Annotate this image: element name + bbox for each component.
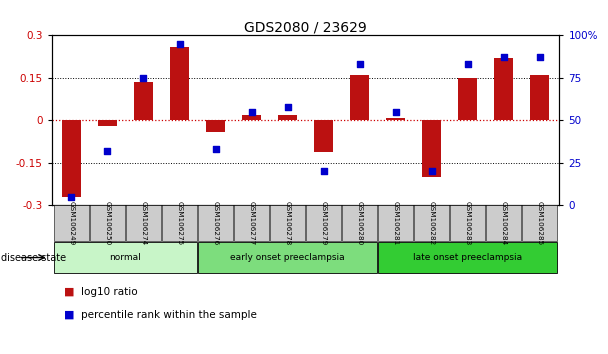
Text: GSM106277: GSM106277 [249,201,255,245]
FancyBboxPatch shape [271,205,305,241]
Point [139,75,148,81]
Text: GSM106249: GSM106249 [69,201,75,245]
Text: GSM106279: GSM106279 [320,201,326,245]
FancyBboxPatch shape [198,205,233,241]
Bar [350,75,370,120]
Text: GSM106274: GSM106274 [140,201,147,245]
Text: GSM106283: GSM106283 [465,201,471,245]
Text: GSM106284: GSM106284 [500,201,506,245]
Bar [61,120,81,197]
Text: GSM106276: GSM106276 [213,201,218,245]
FancyBboxPatch shape [198,242,376,273]
Point [210,147,220,152]
FancyBboxPatch shape [342,205,377,241]
Text: GSM106285: GSM106285 [536,201,542,245]
Point [283,104,292,110]
Bar [278,115,297,120]
Point [427,169,437,174]
Bar [530,75,550,120]
Text: ■: ■ [64,310,74,320]
Bar [421,120,441,177]
FancyBboxPatch shape [378,242,557,273]
Bar [385,118,406,120]
Point [247,109,257,115]
FancyBboxPatch shape [54,205,89,241]
Text: GSM106278: GSM106278 [285,201,291,245]
Text: normal: normal [109,253,142,262]
Bar [134,82,153,120]
FancyBboxPatch shape [90,205,125,241]
Text: ■: ■ [64,287,74,297]
Text: GSM106275: GSM106275 [176,201,182,245]
Point [319,169,328,174]
Text: early onset preeclampsia: early onset preeclampsia [230,253,345,262]
Point [103,148,112,154]
Point [391,109,401,115]
Bar [458,78,477,120]
FancyBboxPatch shape [378,205,413,241]
Text: GSM106281: GSM106281 [393,201,398,245]
Bar [98,120,117,126]
Text: late onset preeclampsia: late onset preeclampsia [413,253,522,262]
Text: percentile rank within the sample: percentile rank within the sample [81,310,257,320]
Text: disease state: disease state [1,252,66,263]
Bar [206,120,226,132]
FancyBboxPatch shape [486,205,521,241]
FancyBboxPatch shape [414,205,449,241]
Title: GDS2080 / 23629: GDS2080 / 23629 [244,20,367,34]
Bar [170,47,190,120]
FancyBboxPatch shape [522,205,557,241]
Text: log10 ratio: log10 ratio [81,287,137,297]
FancyBboxPatch shape [54,242,196,273]
FancyBboxPatch shape [306,205,340,241]
Point [354,62,364,67]
Bar [494,58,513,120]
Text: GSM106280: GSM106280 [356,201,362,245]
FancyBboxPatch shape [234,205,269,241]
FancyBboxPatch shape [126,205,161,241]
Bar [241,115,261,120]
Point [534,55,544,60]
Text: GSM106282: GSM106282 [429,201,435,245]
Point [174,41,184,47]
Point [499,55,508,60]
FancyBboxPatch shape [162,205,197,241]
Bar [314,120,333,152]
Point [67,194,77,200]
FancyBboxPatch shape [451,205,485,241]
Text: GSM106250: GSM106250 [105,201,111,245]
Point [463,62,472,67]
